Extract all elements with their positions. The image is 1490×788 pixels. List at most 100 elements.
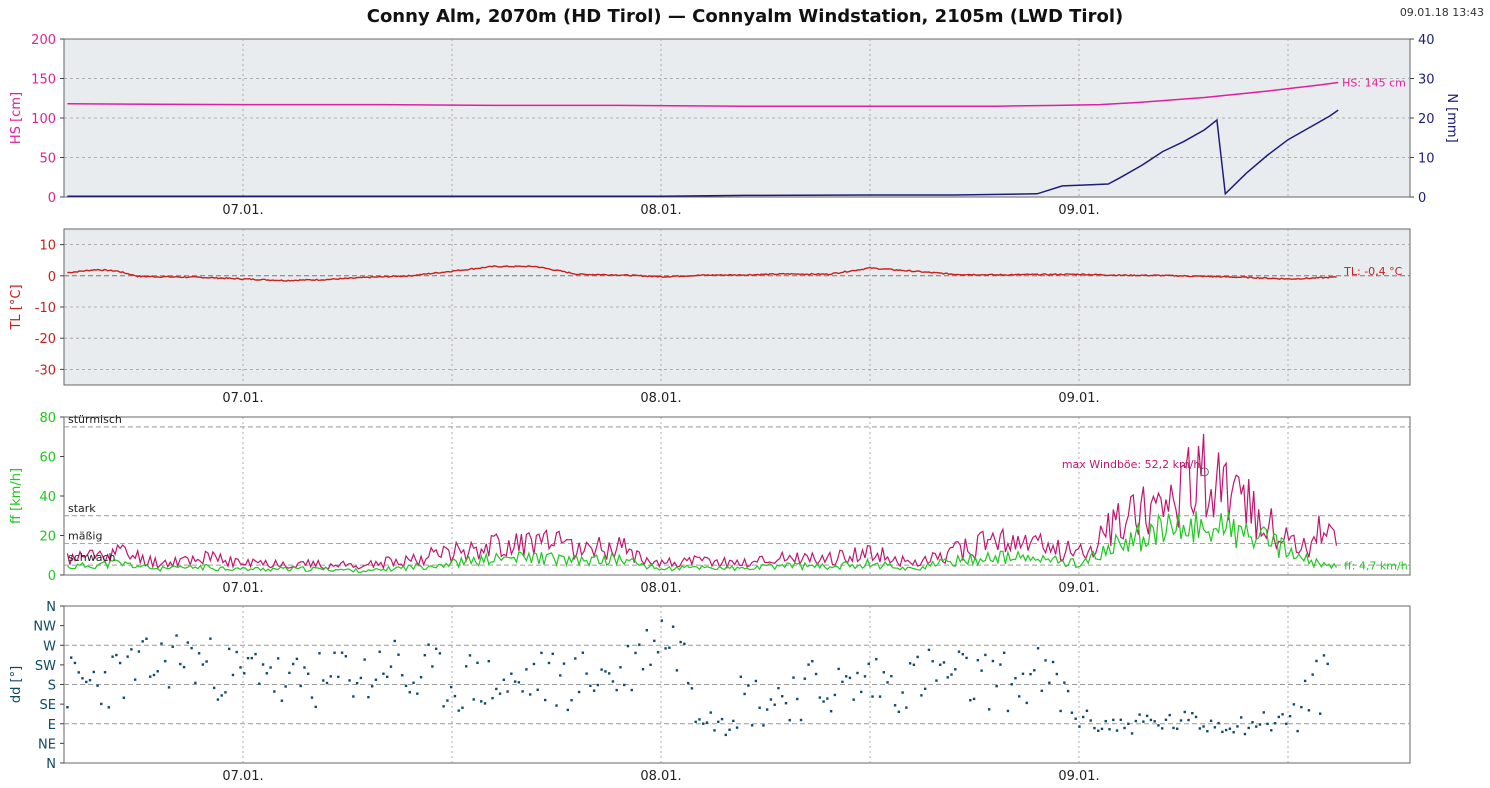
data-point [999, 663, 1002, 666]
data-point [212, 686, 216, 690]
data-point [814, 672, 818, 676]
data-point [1232, 731, 1235, 734]
data-point [1123, 726, 1126, 730]
y-tick-label: -20 [35, 332, 56, 347]
data-point [551, 652, 554, 656]
y-tick-label: W [43, 639, 56, 654]
data-point [1130, 732, 1134, 735]
data-point [513, 680, 517, 683]
data-point [807, 663, 810, 666]
data-point [1051, 660, 1055, 664]
data-point [1303, 679, 1307, 683]
data-point [521, 690, 524, 693]
series-label-tl: TL: -0,4 °C [1343, 265, 1403, 278]
data-point [412, 681, 415, 684]
x-tick-label: 07.01. [222, 391, 263, 406]
data-point [826, 697, 829, 700]
data-point [875, 657, 878, 661]
data-point [574, 657, 577, 660]
data-point [645, 629, 648, 632]
data-point [856, 671, 859, 675]
data-point [363, 658, 366, 661]
data-point [73, 661, 77, 665]
data-point [160, 642, 163, 645]
data-point [995, 684, 998, 688]
data-point [1138, 713, 1141, 716]
data-point [96, 684, 99, 687]
data-point [765, 708, 769, 711]
data-point [506, 690, 509, 693]
data-point [724, 733, 727, 737]
y-tick-label: SE [40, 698, 56, 713]
data-point [295, 657, 299, 661]
max-gust-marker [1199, 467, 1209, 477]
data-point [1251, 721, 1254, 724]
data-point [502, 678, 506, 682]
data-point [1224, 728, 1228, 732]
y-tick-label: -10 [35, 301, 56, 316]
data-point [118, 661, 122, 665]
data-point [276, 657, 280, 660]
data-point [965, 656, 968, 660]
data-point [1221, 730, 1224, 734]
data-point [901, 691, 904, 694]
data-point [164, 659, 167, 663]
data-point [1292, 703, 1296, 706]
data-point [269, 666, 272, 669]
data-point [758, 706, 761, 709]
data-point [340, 651, 344, 654]
data-point [141, 640, 144, 643]
data-point [220, 694, 223, 697]
data-point [750, 724, 754, 727]
y-tick-label: N [46, 600, 56, 615]
data-point [698, 718, 701, 721]
data-point [897, 710, 901, 714]
data-point [179, 662, 182, 666]
data-point [1315, 659, 1318, 663]
data-point [299, 684, 302, 688]
data-point [483, 702, 487, 705]
data-point [638, 643, 641, 646]
data-point [1209, 719, 1213, 722]
data-point [615, 688, 618, 692]
data-point [130, 648, 133, 651]
data-point [589, 684, 592, 688]
data-point [671, 625, 675, 628]
y-tick-label: NE [38, 737, 56, 752]
data-point [126, 655, 129, 658]
data-point [717, 720, 720, 724]
data-point [803, 677, 806, 680]
data-point [675, 669, 679, 672]
data-point [224, 691, 227, 694]
x-tick-label: 07.01. [222, 581, 263, 596]
data-point [1033, 669, 1036, 672]
data-point [1179, 719, 1183, 722]
data-point [1164, 718, 1168, 721]
data-point [886, 681, 889, 684]
data-point [841, 680, 844, 684]
y-tick-label-right: 20 [1418, 112, 1435, 127]
y-tick-label: 100 [31, 112, 56, 127]
y-tick-label-right: 0 [1418, 191, 1426, 206]
y-tick-label-right: 40 [1418, 33, 1435, 48]
data-point [318, 652, 321, 655]
data-point [205, 660, 208, 663]
data-point [175, 634, 178, 637]
data-point [216, 698, 220, 701]
max-gust-label: max Windböe: 52,2 km/h [1062, 458, 1201, 471]
data-point [1160, 727, 1164, 730]
data-point [510, 672, 513, 675]
data-point [570, 699, 573, 702]
plot-area [63, 416, 1411, 576]
timestamp: 09.01.18 13:43 [1399, 6, 1484, 19]
data-point [1006, 709, 1010, 713]
data-point [1168, 713, 1171, 717]
y-tick-label: 0 [48, 569, 56, 584]
data-point [822, 700, 825, 703]
data-point [905, 706, 908, 709]
y-axis-label: TL [°C] [9, 284, 24, 330]
y-tick-label: SW [35, 659, 56, 674]
y-tick-label: -30 [35, 363, 56, 378]
y-tick-label: NW [33, 620, 56, 635]
x-tick-label: 09.01. [1058, 203, 1099, 218]
